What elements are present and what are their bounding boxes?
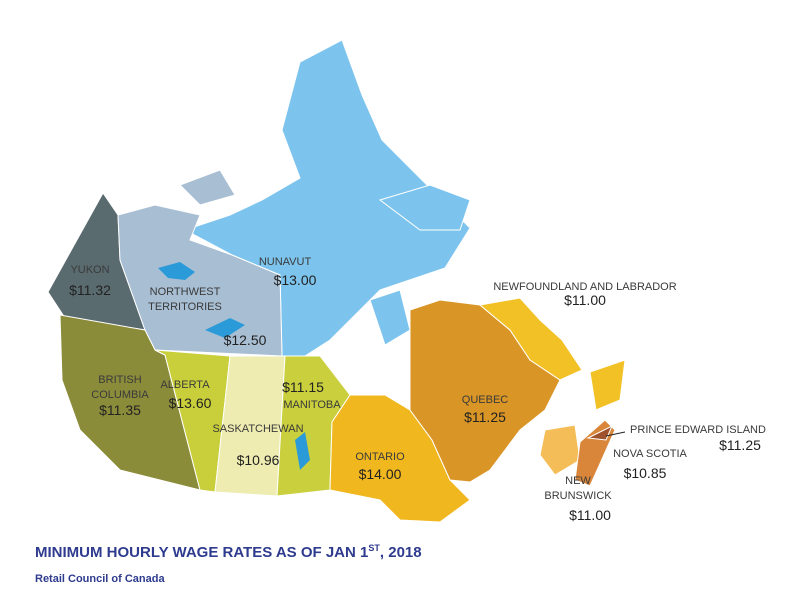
region-name: BRUNSWICK <box>544 490 612 502</box>
ontario-shape <box>329 394 471 523</box>
title-text: MINIMUM HOURLY WAGE RATES AS OF JAN 1 <box>35 544 368 561</box>
region-name: ALBERTA <box>160 379 210 391</box>
region-name: TERRITORIES <box>148 301 222 313</box>
title: MINIMUM HOURLY WAGE RATES AS OF JAN 1ST,… <box>35 543 422 561</box>
region-wage: $11.25 <box>719 437 761 453</box>
pei-shape <box>586 424 613 441</box>
region-name: COLUMBIA <box>91 389 149 401</box>
region-wage: $10.96 <box>237 452 280 468</box>
nunavut-island <box>378 184 471 231</box>
region-wage: $13.60 <box>169 395 212 411</box>
region-wage: $11.35 <box>99 402 141 418</box>
region-name: YUKON <box>70 264 109 276</box>
labrador-shape <box>478 297 583 381</box>
lakes <box>158 262 310 470</box>
region-wage: $11.25 <box>464 409 506 425</box>
alberta-shape <box>154 349 231 493</box>
region-wage: $14.00 <box>359 466 402 482</box>
nunavut-island <box>369 289 411 346</box>
newfoundland-shape <box>589 359 626 411</box>
lake <box>295 432 310 470</box>
region-wage: $11.15 <box>282 379 324 395</box>
nwt-island <box>179 169 236 206</box>
region-name: NOVA SCOTIA <box>613 448 687 460</box>
region-name: SASKATCHEWAN <box>212 423 303 435</box>
region-name: MANITOBA <box>283 399 341 411</box>
lake <box>205 318 245 338</box>
region-name: NEW <box>565 475 591 487</box>
nb-shape <box>539 424 581 476</box>
region-name: NUNAVUT <box>259 256 312 268</box>
source: Retail Council of Canada <box>35 573 165 585</box>
region-name: BRITISH <box>98 374 141 386</box>
pei-connector <box>605 431 626 437</box>
region-name: NORTHWEST <box>150 286 221 298</box>
title-superscript: ST <box>368 543 380 553</box>
region-wage: $12.50 <box>224 332 267 348</box>
region-wage: $11.00 <box>569 507 611 523</box>
region-name: ONTARIO <box>355 451 405 463</box>
region-wage: $13.00 <box>274 272 317 288</box>
region-name: PRINCE EDWARD ISLAND <box>630 424 766 436</box>
region-wage: $11.32 <box>69 282 111 298</box>
provinces <box>47 39 626 523</box>
nwt-shape <box>117 204 283 357</box>
region-wage: $10.85 <box>624 465 667 481</box>
lake <box>158 262 195 280</box>
region-name: NEWFOUNDLAND AND LABRADOR <box>493 281 676 293</box>
region-wage: $11.00 <box>564 292 606 308</box>
title-suffix: , 2018 <box>380 544 422 561</box>
region-name: QUEBEC <box>462 394 509 406</box>
